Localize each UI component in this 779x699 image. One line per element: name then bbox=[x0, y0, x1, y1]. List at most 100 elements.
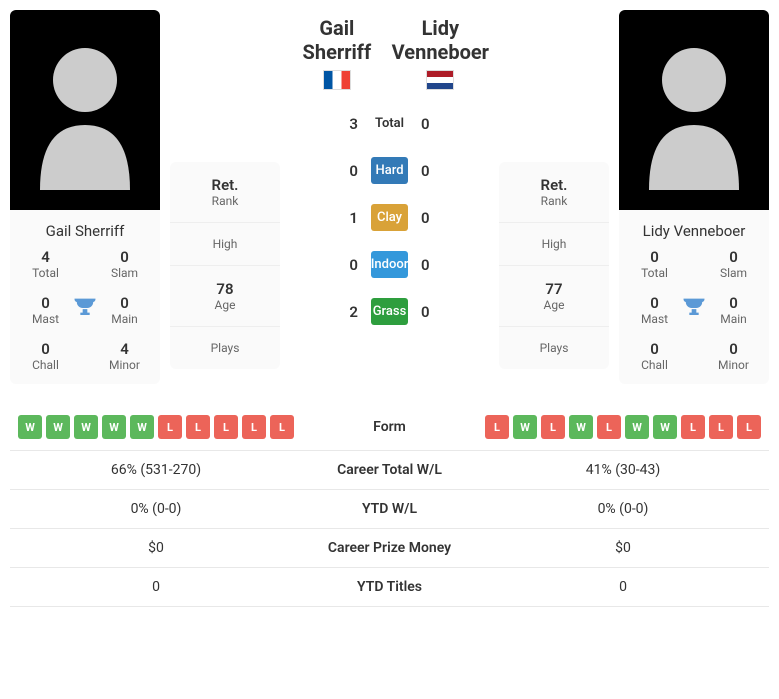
h2h-left-count: 0 bbox=[345, 162, 363, 180]
form-badge[interactable]: L bbox=[597, 415, 621, 439]
form-right: LWLWLWWLLL bbox=[477, 404, 769, 451]
table-row: 66% (531-270)Career Total W/L41% (30-43) bbox=[10, 451, 769, 490]
form-badge[interactable]: W bbox=[102, 415, 126, 439]
stat-total: 0Total bbox=[629, 248, 680, 280]
h2h-row: 2 Grass 0 bbox=[345, 298, 435, 325]
stat-slam: 0Slam bbox=[708, 248, 759, 280]
row-label: Form bbox=[302, 404, 477, 451]
h2h-row: 0 Hard 0 bbox=[345, 157, 435, 184]
table-row: 0% (0-0)YTD W/L0% (0-0) bbox=[10, 490, 769, 529]
h2h-right-count: 0 bbox=[416, 256, 434, 274]
row-left: $0 bbox=[10, 529, 302, 568]
form-badge[interactable]: L bbox=[214, 415, 238, 439]
header-row: Gail Sherriff 4Total 0Slam 0Mast 0Main 0… bbox=[10, 10, 769, 384]
stat-minor: 0Minor bbox=[708, 340, 759, 372]
surface-badge[interactable]: Hard bbox=[371, 157, 409, 184]
h2h-center: Gail Sherriff Lidy Venneboer 3Total00Har… bbox=[290, 10, 489, 325]
h2h-row: 0 Indoor 0 bbox=[345, 251, 435, 278]
stat-total: 4Total bbox=[20, 248, 71, 280]
stat-main: 0Main bbox=[708, 294, 759, 326]
rank-cell: High bbox=[499, 223, 609, 266]
row-right: 0% (0-0) bbox=[477, 490, 769, 529]
row-left: 0 bbox=[10, 568, 302, 607]
player-name-right[interactable]: Lidy Venneboer bbox=[619, 210, 769, 248]
form-badge[interactable]: W bbox=[46, 415, 70, 439]
form-badge[interactable]: W bbox=[130, 415, 154, 439]
table-row: WWWWWLLLLLFormLWLWLWWLLL bbox=[10, 404, 769, 451]
stat-chall: 0Chall bbox=[20, 340, 71, 372]
titles-right: 0Total 0Slam 0Mast 0Main 0Chall 0Minor bbox=[619, 248, 769, 384]
row-label: YTD W/L bbox=[302, 490, 477, 529]
h2h-row: 3 Total 0 bbox=[345, 110, 435, 137]
surface-badge[interactable]: Indoor bbox=[371, 251, 409, 278]
row-right: $0 bbox=[477, 529, 769, 568]
player-card-left: Gail Sherriff 4Total 0Slam 0Mast 0Main 0… bbox=[10, 10, 160, 384]
surface-badge[interactable]: Clay bbox=[371, 204, 409, 231]
form-badge[interactable]: L bbox=[270, 415, 294, 439]
surface-badge[interactable]: Grass bbox=[371, 298, 409, 325]
stat-mast: 0Mast bbox=[20, 294, 71, 326]
h2h-left-count: 0 bbox=[345, 256, 363, 274]
trophy-icon bbox=[71, 294, 99, 326]
heading-right: Lidy Venneboer bbox=[392, 16, 489, 64]
form-badge[interactable]: L bbox=[709, 415, 733, 439]
row-left: 0% (0-0) bbox=[10, 490, 302, 529]
stat-chall: 0Chall bbox=[629, 340, 680, 372]
avatar-right bbox=[619, 10, 769, 210]
rank-card-right: Ret.Rank High 77Age Plays bbox=[499, 162, 609, 369]
row-right: 0 bbox=[477, 568, 769, 607]
h2h-right-count: 0 bbox=[416, 115, 434, 133]
h2h-left-count: 2 bbox=[345, 303, 363, 321]
rank-cell: Plays bbox=[499, 327, 609, 369]
flag-icon-left bbox=[323, 70, 351, 90]
form-badge[interactable]: W bbox=[625, 415, 649, 439]
player-name-left[interactable]: Gail Sherriff bbox=[10, 210, 160, 248]
table-row: 0YTD Titles0 bbox=[10, 568, 769, 607]
silhouette-icon bbox=[25, 30, 145, 190]
avatar-left bbox=[10, 10, 160, 210]
titles-left: 4Total 0Slam 0Mast 0Main 0Chall 4Minor bbox=[10, 248, 160, 384]
surface-badge[interactable]: Total bbox=[371, 110, 409, 137]
rank-cell: Ret.Rank bbox=[170, 162, 280, 223]
trophy-icon bbox=[680, 294, 708, 326]
row-label: Career Prize Money bbox=[302, 529, 477, 568]
stat-slam: 0Slam bbox=[99, 248, 150, 280]
rank-cell: Ret.Rank bbox=[499, 162, 609, 223]
stat-minor: 4Minor bbox=[99, 340, 150, 372]
form-left: WWWWWLLLLL bbox=[10, 404, 302, 451]
h2h-row: 1 Clay 0 bbox=[345, 204, 435, 231]
form-badge[interactable]: W bbox=[74, 415, 98, 439]
form-badge[interactable]: L bbox=[158, 415, 182, 439]
row-left: 66% (531-270) bbox=[10, 451, 302, 490]
form-badge[interactable]: L bbox=[737, 415, 761, 439]
row-label: YTD Titles bbox=[302, 568, 477, 607]
h2h-left-count: 3 bbox=[345, 115, 363, 133]
stat-main: 0Main bbox=[99, 294, 150, 326]
h2h-right-count: 0 bbox=[416, 162, 434, 180]
comparison-table: WWWWWLLLLLFormLWLWLWWLLL66% (531-270)Car… bbox=[10, 404, 769, 607]
form-badge[interactable]: L bbox=[186, 415, 210, 439]
form-badge[interactable]: W bbox=[569, 415, 593, 439]
h2h-right-count: 0 bbox=[416, 209, 434, 227]
rank-cell: 78Age bbox=[170, 266, 280, 327]
rank-cell: Plays bbox=[170, 327, 280, 369]
form-badge[interactable]: L bbox=[485, 415, 509, 439]
form-badge[interactable]: L bbox=[681, 415, 705, 439]
form-badge[interactable]: W bbox=[653, 415, 677, 439]
form-badge[interactable]: L bbox=[242, 415, 266, 439]
form-badge[interactable]: L bbox=[541, 415, 565, 439]
row-label: Career Total W/L bbox=[302, 451, 477, 490]
rank-cell: High bbox=[170, 223, 280, 266]
row-right: 41% (30-43) bbox=[477, 451, 769, 490]
rank-card-left: Ret.Rank High 78Age Plays bbox=[170, 162, 280, 369]
h2h-left-count: 1 bbox=[345, 209, 363, 227]
player-card-right: Lidy Venneboer 0Total 0Slam 0Mast 0Main … bbox=[619, 10, 769, 384]
flag-icon-right bbox=[426, 70, 454, 90]
rank-cell: 77Age bbox=[499, 266, 609, 327]
table-row: $0Career Prize Money$0 bbox=[10, 529, 769, 568]
stat-mast: 0Mast bbox=[629, 294, 680, 326]
silhouette-icon bbox=[634, 30, 754, 190]
form-badge[interactable]: W bbox=[18, 415, 42, 439]
h2h-right-count: 0 bbox=[416, 303, 434, 321]
form-badge[interactable]: W bbox=[513, 415, 537, 439]
